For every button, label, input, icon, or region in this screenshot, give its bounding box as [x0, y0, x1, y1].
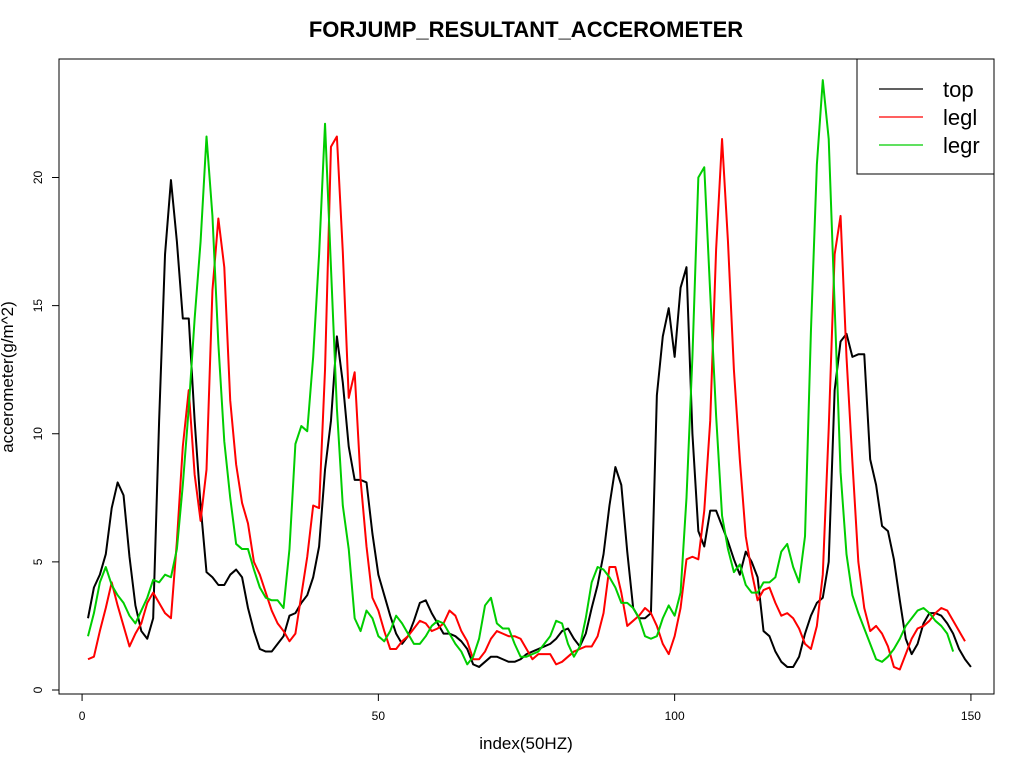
- y-tick-label: 20: [31, 171, 45, 185]
- x-tick-label: 50: [372, 709, 386, 723]
- x-axis: 0 50 100 150: [79, 693, 981, 723]
- x-tick-label: 150: [961, 709, 981, 723]
- legend-item-legr: legr: [879, 133, 980, 158]
- series-legl: [87, 135, 966, 671]
- series-legr: [87, 79, 955, 666]
- legend-label: legl: [943, 105, 977, 130]
- y-tick-label: 10: [31, 427, 45, 441]
- legend-label: legr: [943, 133, 980, 158]
- y-axis-label: accerometer(g/m^2): [0, 301, 17, 453]
- x-tick-label: 100: [665, 709, 685, 723]
- y-tick-label: 0: [31, 686, 45, 693]
- legend-item-top: top: [879, 77, 974, 102]
- series-group: [87, 79, 972, 671]
- series-line-legr: [87, 79, 955, 666]
- y-tick-label: 15: [31, 299, 45, 313]
- chart-title: FORJUMP_RESULTANT_ACCEROMETER: [309, 17, 743, 42]
- series-line-legl: [87, 135, 966, 671]
- legend: top legl legr: [856, 58, 995, 175]
- x-axis-label: index(50HZ): [479, 734, 573, 753]
- y-tick-label: 5: [31, 558, 45, 565]
- x-tick-label: 0: [79, 709, 86, 723]
- legend-label: top: [943, 77, 974, 102]
- legend-item-legl: legl: [879, 105, 977, 130]
- y-axis: 0 5 10 15 20: [31, 171, 60, 693]
